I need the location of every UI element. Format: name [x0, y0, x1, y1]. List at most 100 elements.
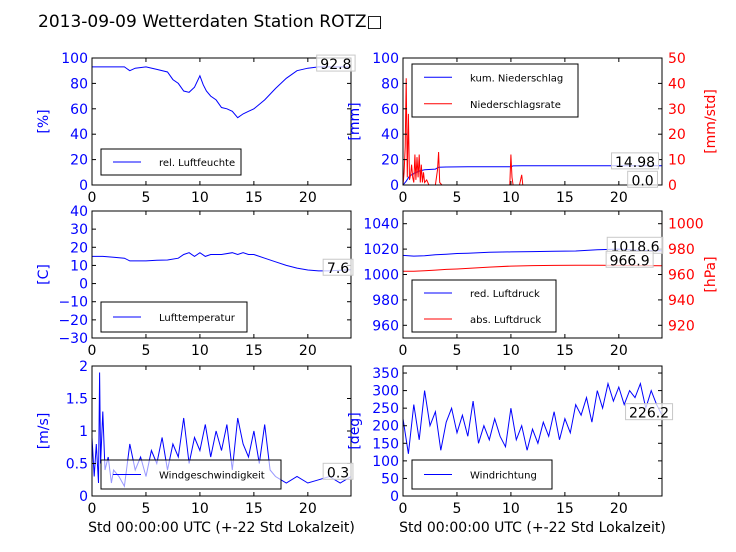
last-value-label: 14.98: [615, 155, 655, 171]
x-tick-label: 15: [245, 343, 263, 359]
x-tick-label: 5: [141, 343, 150, 359]
x-tick-label: 5: [452, 501, 461, 517]
x-tick-label: 20: [610, 190, 628, 206]
x-tick-label: 15: [556, 190, 574, 206]
x-tick-label: 10: [502, 501, 520, 517]
x-tick-label: 10: [191, 501, 209, 517]
y-tick-label: 20: [70, 153, 88, 169]
legend-label: Lufttemperatur: [159, 313, 236, 324]
x-tick-label: 0: [88, 190, 97, 206]
y-tick-label: 40: [70, 204, 88, 220]
series-line-winddir-0: [403, 381, 662, 454]
series-line-rain-0: [403, 165, 662, 185]
y-tick-label: 0.5: [66, 457, 88, 473]
x-axis-label: Std 00:00:00 UTC (+-22 Std Lokalzeit): [88, 520, 355, 536]
y-tick-label: 150: [372, 436, 399, 452]
x-tick-label: 15: [245, 501, 263, 517]
value-box: [322, 258, 354, 276]
y-tick-label: 50: [381, 471, 399, 487]
panel-rain: 0 5 10 15 20 0 20 40 60 80 100 [mm] 0 10 20 30 40 50 [mm/s…: [347, 51, 719, 206]
y-tick-label: 30: [70, 222, 88, 238]
x-tick-label: 20: [299, 501, 317, 517]
x-tick-label: 10: [502, 190, 520, 206]
y-tick-label: 0: [79, 178, 88, 194]
legend-label: Windrichtung: [470, 471, 537, 482]
y2-tick-label: 10: [668, 153, 686, 169]
legend-label: red. Luftdruck: [470, 289, 540, 300]
x-tick-label: 0: [88, 501, 97, 517]
y-tick-label: 40: [381, 127, 399, 143]
legend-label: kum. Niederschlag: [470, 73, 563, 84]
y-axis-label: [mm]: [347, 102, 363, 140]
x-tick-label: 10: [191, 343, 209, 359]
y2-tick-label: 20: [668, 127, 686, 143]
y-tick-label: 1040: [363, 217, 399, 233]
value-box: [316, 54, 356, 72]
panel-pressure: 0 5 10 15 20 960 980 1000 1020 1040 920 940 960 980 10…: [363, 210, 719, 359]
x-tick-label: 5: [141, 190, 150, 206]
y2-tick-label: 1000: [668, 217, 704, 233]
y-tick-label: 2: [79, 359, 88, 375]
plot-frame: [402, 57, 663, 186]
y-tick-label: 1000: [363, 268, 399, 284]
x-tick-label: 20: [610, 501, 628, 517]
x-tick-label: 10: [191, 190, 209, 206]
y2-tick-label: 0: [668, 178, 677, 194]
y-tick-label: 40: [70, 127, 88, 143]
y-tick-label: 20: [70, 240, 88, 256]
x-tick-label: 15: [245, 190, 263, 206]
y-axis-label: [m/s]: [36, 413, 52, 450]
y-tick-label: 80: [381, 76, 399, 92]
value-box: [605, 250, 654, 268]
y2-tick-label: 980: [668, 242, 695, 258]
x-tick-label: 15: [556, 501, 574, 517]
y-tick-label: 1: [79, 424, 88, 440]
x-tick-label: 0: [399, 501, 408, 517]
x-tick-label: 20: [299, 343, 317, 359]
x-tick-label: 0: [399, 190, 408, 206]
y2-tick-label: 40: [668, 76, 686, 92]
y-axis-label: [%]: [36, 109, 52, 133]
legend: rel. Luftfeuchte: [100, 148, 242, 176]
y2-axis-label: [hPa]: [703, 256, 719, 292]
y-tick-label: −30: [58, 331, 88, 347]
panel-temperature: 0 5 10 15 20 −30 −20 −10 0 10 20 30 40 [C] 7.6 Lufttemp…: [36, 204, 354, 359]
legend-label: Niederschlagsrate: [470, 100, 561, 111]
y2-tick-label: 960: [668, 268, 695, 284]
figure-title: 2013-09-09 Wetterdaten Station ROTZ□: [38, 12, 383, 32]
legend: Lufttemperatur: [100, 301, 248, 333]
y-tick-label: 0: [79, 277, 88, 293]
legend: Windrichtung: [411, 459, 553, 490]
last-value-label: 7.6: [327, 261, 349, 277]
y-axis-label: [deg]: [347, 412, 363, 449]
value-box: [627, 170, 658, 188]
legend: kum. Niederschlag Niederschlagsrate: [411, 63, 579, 118]
y-tick-label: 100: [61, 51, 88, 67]
x-tick-label: 5: [452, 190, 461, 206]
y-tick-label: −10: [58, 295, 88, 311]
x-tick-label: 0: [399, 343, 408, 359]
y-tick-label: 10: [70, 258, 88, 274]
series-line-humidity-0: [92, 66, 351, 119]
x-tick-label: 20: [299, 190, 317, 206]
y-tick-label: 1020: [363, 242, 399, 258]
legend-label: Windgeschwindigkeit: [159, 471, 265, 482]
panel-windspeed: 0 5 10 15 20 0 0.5 1 1.5 2 [m/s] Std 00:00:00 UTC (…: [36, 359, 355, 536]
legend-label: rel. Luftfeuchte: [159, 158, 235, 169]
last-value-label: 226.2: [629, 406, 669, 422]
y-tick-label: 0: [390, 489, 399, 505]
y-tick-label: 200: [372, 419, 399, 435]
y-tick-label: 300: [372, 384, 399, 400]
value-box: [322, 462, 354, 480]
y2-tick-label: 50: [668, 51, 686, 67]
x-tick-label: 5: [141, 501, 150, 517]
x-tick-label: 15: [556, 343, 574, 359]
y-tick-label: 960: [372, 318, 399, 334]
y-tick-label: 100: [372, 454, 399, 470]
y2-tick-label: 940: [668, 293, 695, 309]
x-axis-label: Std 00:00:00 UTC (+-22 Std Lokalzeit): [399, 520, 666, 536]
x-tick-label: 20: [610, 343, 628, 359]
legend: red. Luftdruck abs. Luftdruck: [411, 279, 557, 333]
y-tick-label: 350: [372, 366, 399, 382]
value-box: [625, 403, 674, 421]
